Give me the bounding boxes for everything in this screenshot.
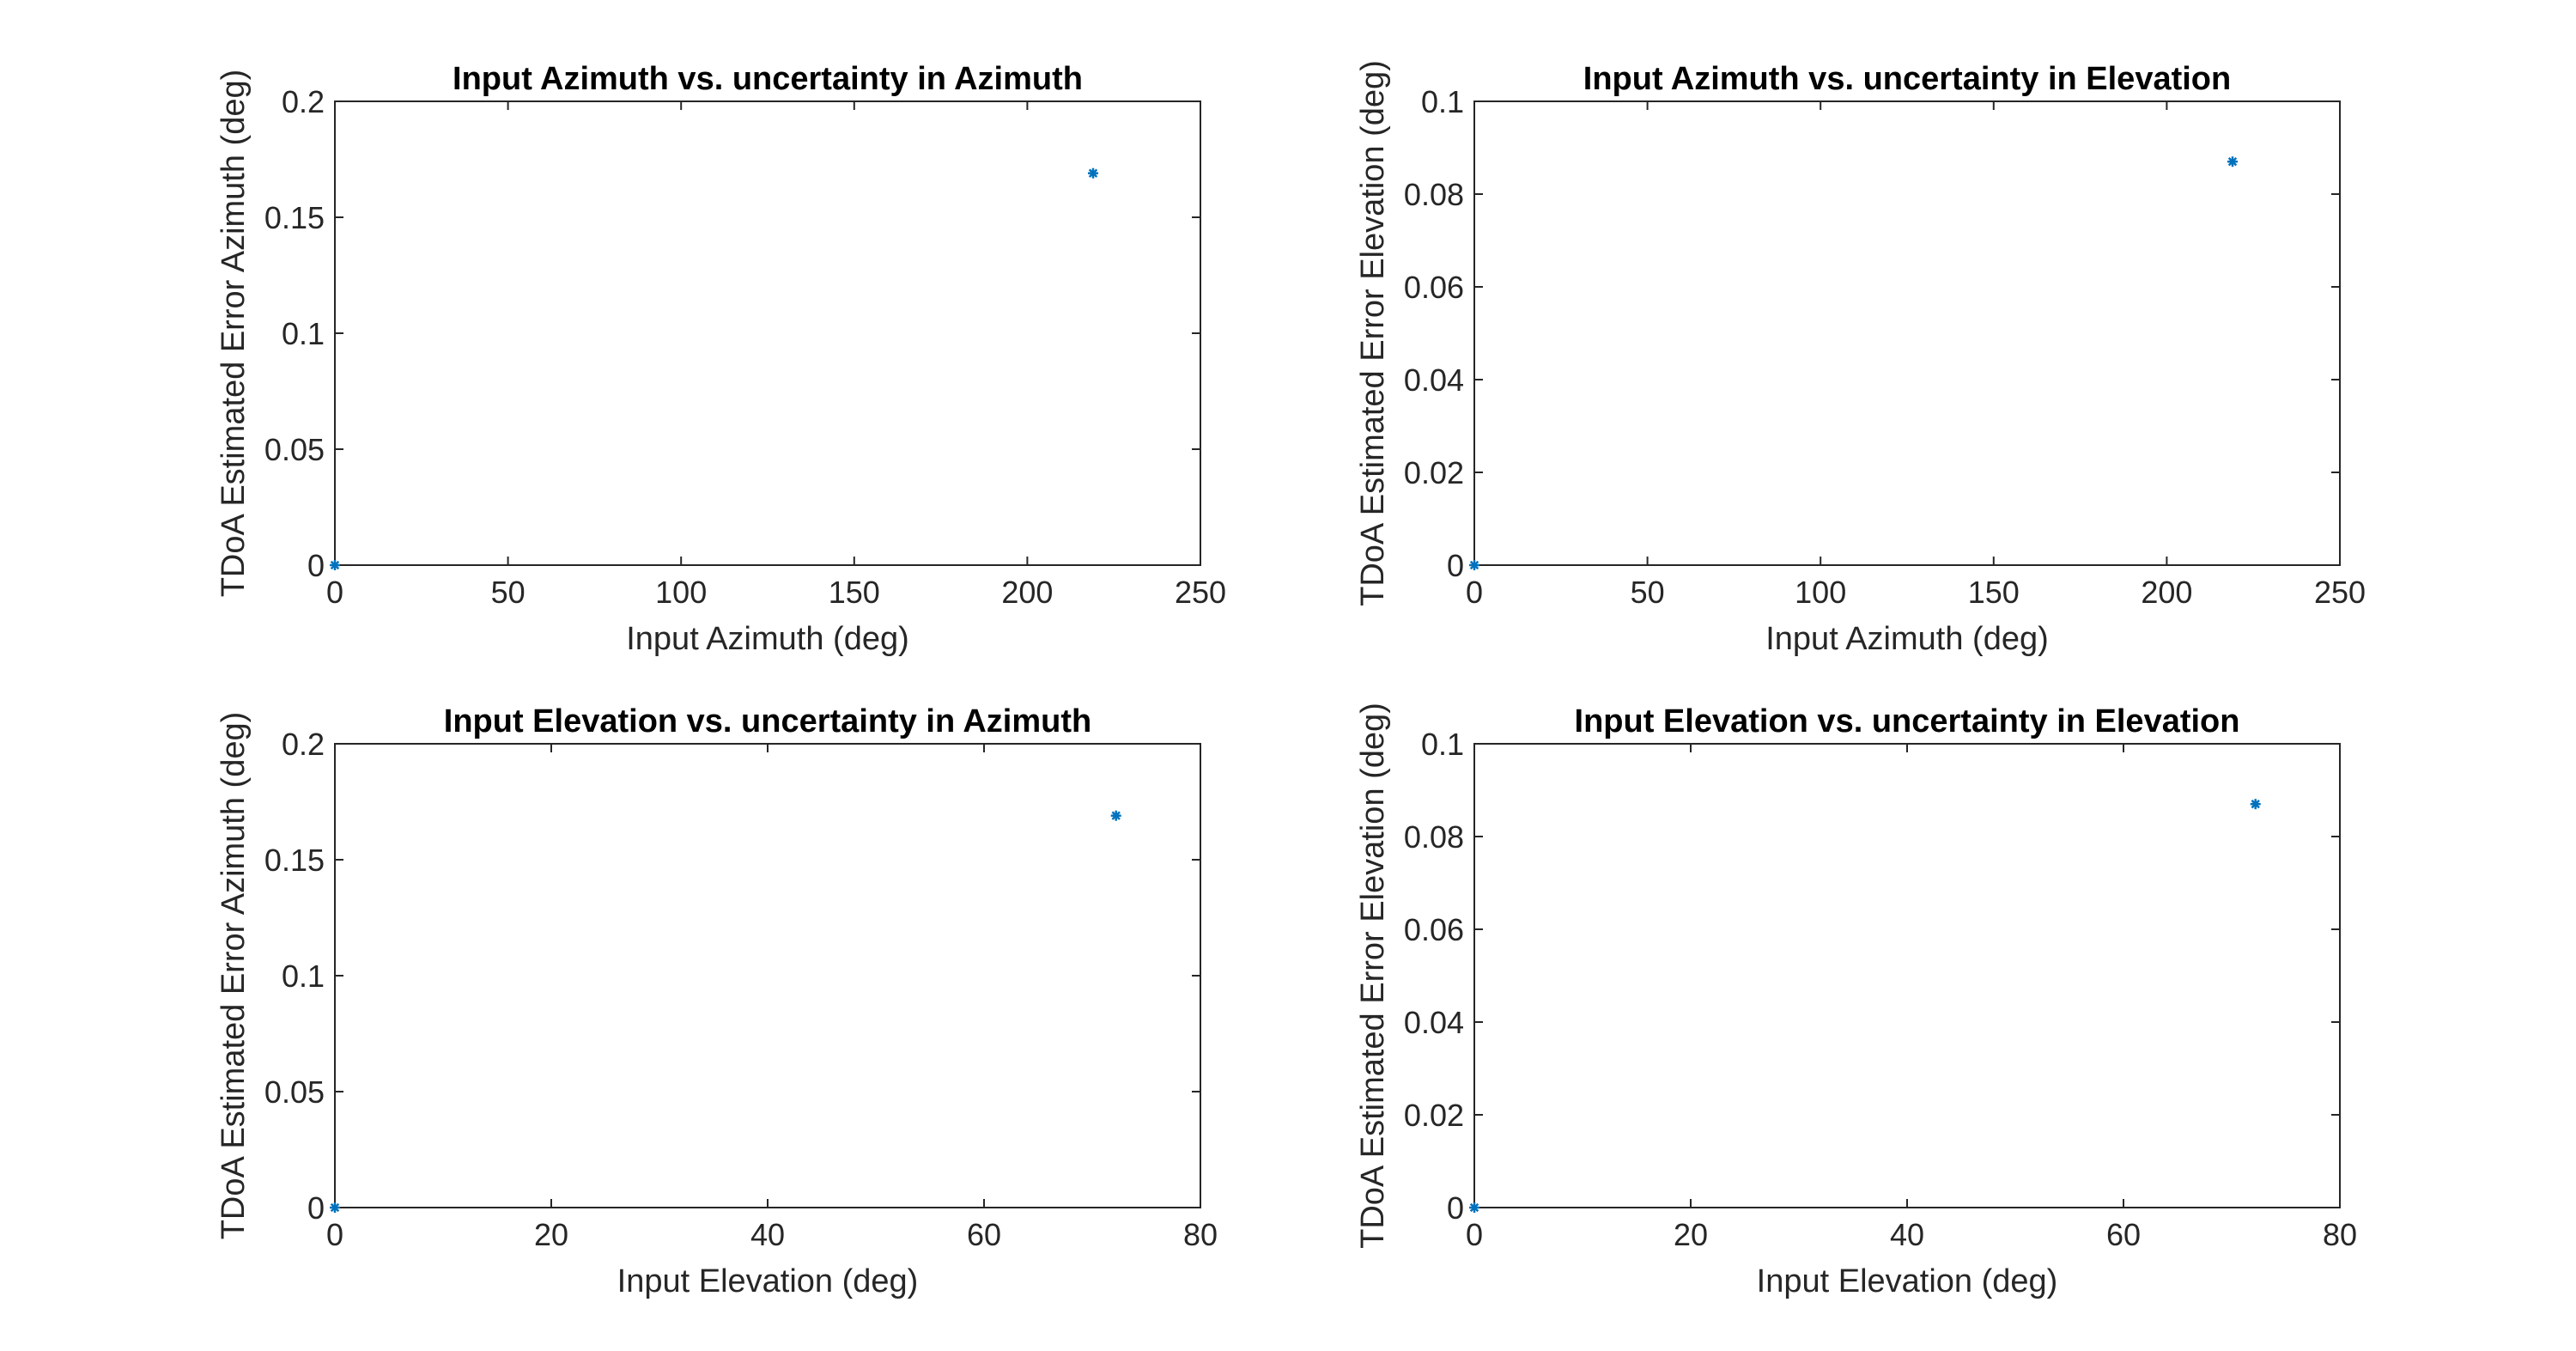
x-axis-label: Input Elevation (deg)	[1757, 1263, 2058, 1299]
data-point	[2250, 799, 2261, 810]
x-tick-label: 100	[1795, 575, 1846, 610]
x-tick-label: 150	[829, 575, 880, 610]
y-tick-label: 0.15	[264, 843, 325, 878]
data-point	[1469, 560, 1479, 570]
data-point	[2227, 156, 2239, 167]
x-tick-label: 50	[491, 575, 526, 610]
data-point	[330, 1202, 340, 1213]
subplot-4: 0 20 40 60 80 0 0.02 0.04 0.06 0.08 0.1 Input Eleva…	[1355, 703, 2357, 1299]
data-point	[1088, 167, 1099, 179]
axes-box	[334, 743, 1201, 1208]
axes-box	[1473, 100, 2341, 566]
data-point	[330, 560, 340, 570]
y-tick-label: 0.2	[282, 84, 325, 119]
y-tick-label: 0	[1447, 548, 1464, 583]
subplot-title: Input Elevation vs. uncertainty in Azimu…	[444, 703, 1091, 739]
y-tick-label: 0.06	[1404, 912, 1464, 947]
x-tick-label: 60	[2106, 1217, 2141, 1252]
x-tick-label: 40	[750, 1217, 785, 1252]
y-tick-label: 0	[307, 548, 325, 583]
y-tick-label: 0.1	[1421, 727, 1464, 762]
y-tick-label: 0.04	[1404, 362, 1464, 398]
x-axis-label: Input Elevation (deg)	[617, 1263, 919, 1299]
x-tick-label: 0	[326, 575, 343, 610]
subplot-1: 0 50 100 150 200 250 0 0.05 0.1 0.15 0.2 Input Azim…	[216, 61, 1226, 657]
y-tick-label: 0.06	[1404, 270, 1464, 305]
data-point	[1469, 1202, 1479, 1213]
subplot-title: Input Elevation vs. uncertainty in Eleva…	[1575, 703, 2240, 739]
y-tick-label: 0.08	[1404, 819, 1464, 855]
y-tick-label: 0.1	[282, 958, 325, 994]
x-axis-label: Input Azimuth (deg)	[1765, 621, 2049, 657]
y-tick-label: 0.08	[1404, 177, 1464, 212]
y-tick-label: 0.05	[264, 1074, 325, 1110]
data-point	[1110, 810, 1121, 821]
x-tick-label: 20	[1674, 1217, 1708, 1252]
x-tick-label: 0	[326, 1217, 343, 1252]
x-tick-label: 150	[1968, 575, 2020, 610]
y-tick-label: 0.02	[1404, 1098, 1464, 1133]
x-tick-label: 250	[2314, 575, 2366, 610]
x-axis-label: Input Azimuth (deg)	[626, 621, 909, 657]
y-tick-label: 0.15	[264, 200, 325, 235]
y-axis-label: TDoA Estimated Error Elevation (deg)	[1355, 703, 1391, 1249]
x-tick-label: 200	[2141, 575, 2192, 610]
subplot-title: Input Azimuth vs. uncertainty in Elevati…	[1583, 61, 2231, 97]
axes-box	[334, 100, 1201, 566]
x-tick-label: 250	[1175, 575, 1226, 610]
x-tick-label: 50	[1631, 575, 1665, 610]
y-axis-label: TDoA Estimated Error Elevation (deg)	[1355, 60, 1391, 606]
y-tick-label: 0.04	[1404, 1005, 1464, 1040]
y-tick-label: 0.1	[1421, 84, 1464, 119]
x-tick-label: 200	[1001, 575, 1053, 610]
y-tick-label: 0	[1447, 1190, 1464, 1226]
subplot-2: 0 50 100 150 200 250 0 0.02 0.04 0.06 0.08 0.1 Input…	[1355, 60, 2366, 657]
x-tick-label: 40	[1890, 1217, 1924, 1252]
y-tick-label: 0.1	[282, 316, 325, 351]
y-tick-label: 0.2	[282, 727, 325, 762]
subplot-title: Input Azimuth vs. uncertainty in Azimuth	[453, 61, 1083, 97]
x-tick-label: 80	[1183, 1217, 1218, 1252]
subplot-3: 0 20 40 60 80 0 0.05 0.1 0.15 0.2 Input Elevation …	[216, 703, 1218, 1299]
x-tick-label: 0	[1466, 1217, 1483, 1252]
x-tick-label: 0	[1466, 575, 1483, 610]
y-axis-label: TDoA Estimated Error Azimuth (deg)	[216, 70, 252, 598]
y-tick-label: 0.02	[1404, 455, 1464, 490]
axes-box	[1473, 743, 2341, 1208]
x-tick-label: 20	[534, 1217, 568, 1252]
x-tick-label: 100	[655, 575, 707, 610]
y-tick-label: 0	[307, 1190, 325, 1226]
y-tick-label: 0.05	[264, 432, 325, 467]
y-axis-label: TDoA Estimated Error Azimuth (deg)	[216, 712, 252, 1240]
x-tick-label: 80	[2323, 1217, 2357, 1252]
x-tick-label: 60	[967, 1217, 1001, 1252]
